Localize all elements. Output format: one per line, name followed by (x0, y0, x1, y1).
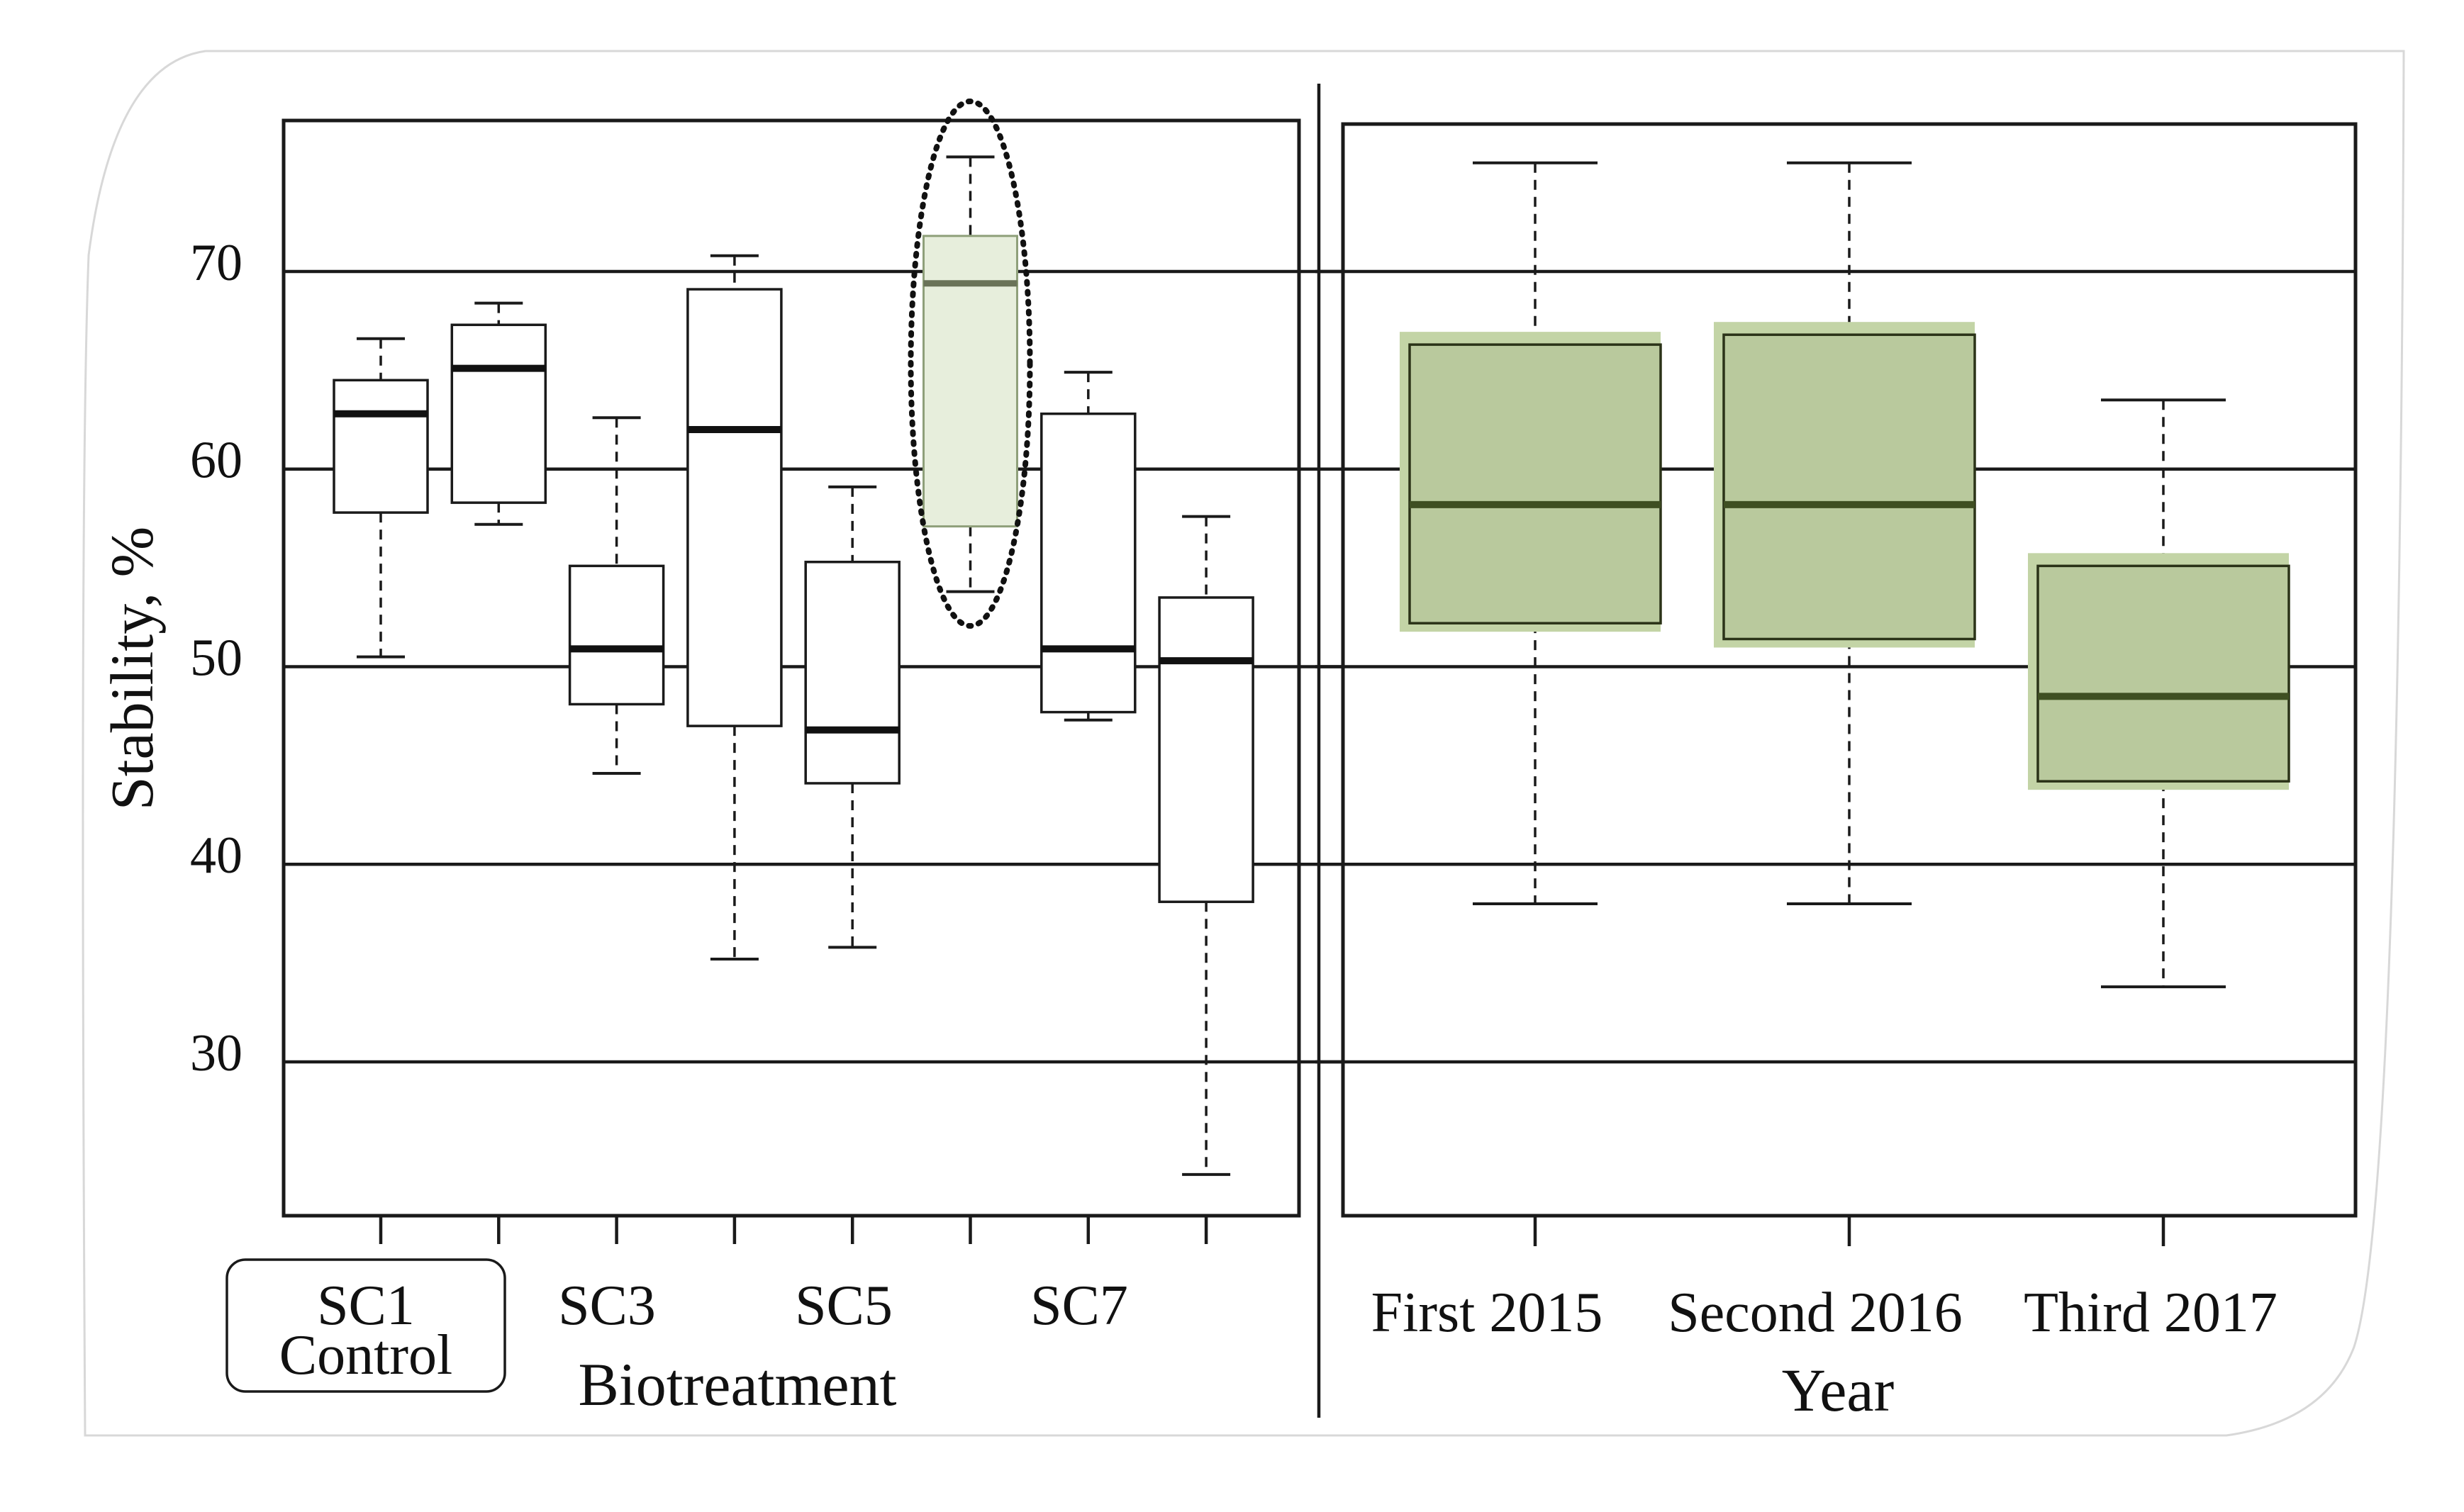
year-boxes (1400, 161, 2290, 989)
highlight-ellipse (908, 98, 1033, 629)
x-ticks (379, 1216, 2165, 1246)
box-sc4 (686, 254, 783, 961)
xtick-label-control: Control (279, 1324, 452, 1387)
box-third-2017 (2028, 398, 2290, 989)
box-iqr (804, 561, 901, 785)
box-sc5 (804, 485, 901, 949)
box-first-2015 (1400, 161, 1662, 905)
biotreatment-boxes (333, 98, 1254, 1176)
control-label-box (225, 1258, 506, 1393)
box-iqr (922, 235, 1018, 528)
x-axis-label-year: Year (1782, 1356, 1894, 1424)
ytick-label-30: 30 (190, 1024, 243, 1082)
ytick-label-60: 60 (190, 432, 243, 490)
xtick-label-second-2016: Second 2016 (1668, 1282, 1963, 1344)
box-iqr (1408, 343, 1662, 625)
box-iqr (686, 288, 783, 727)
box-sc7 (1040, 371, 1137, 722)
box-sc2 (450, 301, 547, 526)
x-axis-label-biotreatment: Biotreatment (579, 1350, 897, 1418)
box-second-2016 (1714, 161, 1976, 905)
xtick-label-sc3: SC3 (558, 1275, 656, 1337)
y-axis-label: Stability, % (98, 527, 166, 811)
box-iqr (1722, 333, 1976, 641)
gridlines (284, 269, 2356, 1064)
box-iqr (333, 379, 429, 514)
box-iqr (568, 564, 665, 706)
xtick-label-sc7: SC7 (1030, 1275, 1128, 1337)
xtick-label-sc1: SC1 (317, 1275, 415, 1337)
ytick-label-70: 70 (190, 234, 243, 292)
xtick-label-first-2015: First 2015 (1371, 1282, 1603, 1344)
box-iqr (1158, 596, 1254, 903)
box-iqr (2036, 564, 2290, 783)
box-sc6 (922, 155, 1018, 593)
box-iqr (1040, 412, 1137, 714)
y-tick-labels: 30 40 50 60 70 (190, 234, 243, 1082)
box-iqr (450, 323, 547, 504)
xtick-label-sc5: SC5 (795, 1275, 893, 1337)
ytick-label-40: 40 (190, 827, 243, 885)
xtick-label-third-2017: Third 2017 (2024, 1282, 2278, 1344)
box-sc1 (333, 337, 429, 659)
box-sc3 (568, 416, 665, 775)
ytick-label-50: 50 (190, 629, 243, 687)
box-sc8 (1158, 515, 1254, 1176)
